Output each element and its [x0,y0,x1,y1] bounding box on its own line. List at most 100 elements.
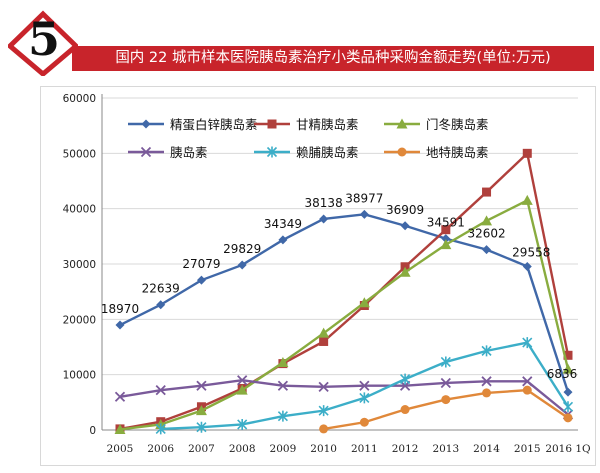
x-tick-label: 2012 [392,443,419,455]
data-point [237,418,248,430]
x-tick-label: 2016 1Q [545,443,591,455]
data-label: 27079 [182,257,220,271]
data-point [196,421,207,433]
data-point [140,146,152,158]
data-point [277,410,288,422]
legend-label: 门冬胰岛素 [426,117,489,132]
data-point [359,380,370,391]
data-point [400,221,410,231]
data-point [481,376,492,387]
x-tick-label: 2014 [473,443,500,455]
x-tick-label: 2008 [229,443,256,455]
series-line [119,378,569,416]
legend-label: 胰岛素 [170,145,208,160]
legend-label: 精蛋白锌胰岛素 [170,117,258,132]
data-point [482,245,492,255]
data-point [400,373,411,385]
data-label: 29558 [512,245,550,259]
series-line [119,213,570,393]
data-point [319,424,329,434]
data-point [396,118,408,129]
data-point [359,417,369,427]
data-label: 38138 [305,196,343,210]
data-point [440,239,452,250]
data-label: 38977 [345,191,383,205]
data-point [237,260,247,270]
data-point [114,423,126,434]
x-tick-label: 2015 [514,443,541,455]
data-point [359,209,369,219]
data-point [114,391,126,402]
data-point [318,381,329,392]
data-point [441,225,451,235]
data-label: 29829 [223,242,261,256]
legend-label: 赖脯胰岛素 [296,145,359,160]
data-point [440,356,451,368]
y-tick-label: 60000 [63,93,96,105]
data-point [236,384,248,395]
data-point [562,363,574,374]
data-point [522,385,532,395]
data-point [266,146,278,158]
data-point [482,187,492,197]
y-tick-label: 0 [89,425,96,437]
data-point [196,380,207,391]
x-tick-label: 2010 [310,443,337,455]
data-point [196,275,206,285]
y-tick-label: 40000 [63,204,96,216]
data-point [318,405,329,417]
data-point [563,413,573,423]
legend-label: 甘精胰岛素 [296,117,359,132]
data-point [522,261,532,271]
x-tick-label: 2011 [351,443,378,455]
data-point [400,405,410,415]
y-tick-label: 50000 [63,148,96,160]
data-point [267,119,277,129]
x-tick-label: 2013 [432,443,459,455]
data-point [319,214,329,224]
badge-number: 5 [27,12,60,66]
x-tick-label: 2007 [188,443,215,455]
data-point [521,194,533,205]
data-label: 34591 [427,216,465,230]
data-point [563,350,573,360]
y-tick-label: 20000 [63,314,96,326]
data-point [481,215,493,226]
data-point [141,119,151,129]
series-line [119,198,570,431]
data-label: 34349 [264,217,302,231]
data-point [441,395,451,405]
data-point [358,297,370,308]
data-label: 6836 [547,367,578,381]
data-point [156,300,166,310]
y-tick-label: 10000 [63,370,96,382]
data-point [441,234,451,244]
data-point [397,147,407,157]
data-point [400,262,410,272]
y-tick-label: 30000 [63,259,96,271]
data-point [155,423,166,435]
data-point [237,375,248,386]
data-point [563,387,573,397]
number-badge-icon [8,10,78,76]
data-label: 32602 [467,227,505,241]
data-point [278,235,288,245]
data-point [155,385,166,396]
plot-frame [40,86,596,466]
data-label: 22639 [142,282,180,296]
series-line [119,150,570,431]
legend-label: 地特胰岛素 [426,145,489,160]
data-point [277,356,289,367]
data-label: 18970 [101,302,139,316]
data-point [277,380,289,391]
data-point [318,327,330,338]
chart-header: 5 国内 22 城市样本医院胰岛素治疗小类品种采购金额走势(单位:万元) [0,0,600,80]
data-point [319,336,329,346]
data-point [359,392,370,404]
data-point [482,388,492,398]
data-point [481,345,492,357]
data-point [522,376,533,387]
data-point [522,148,532,158]
data-point [440,377,451,389]
